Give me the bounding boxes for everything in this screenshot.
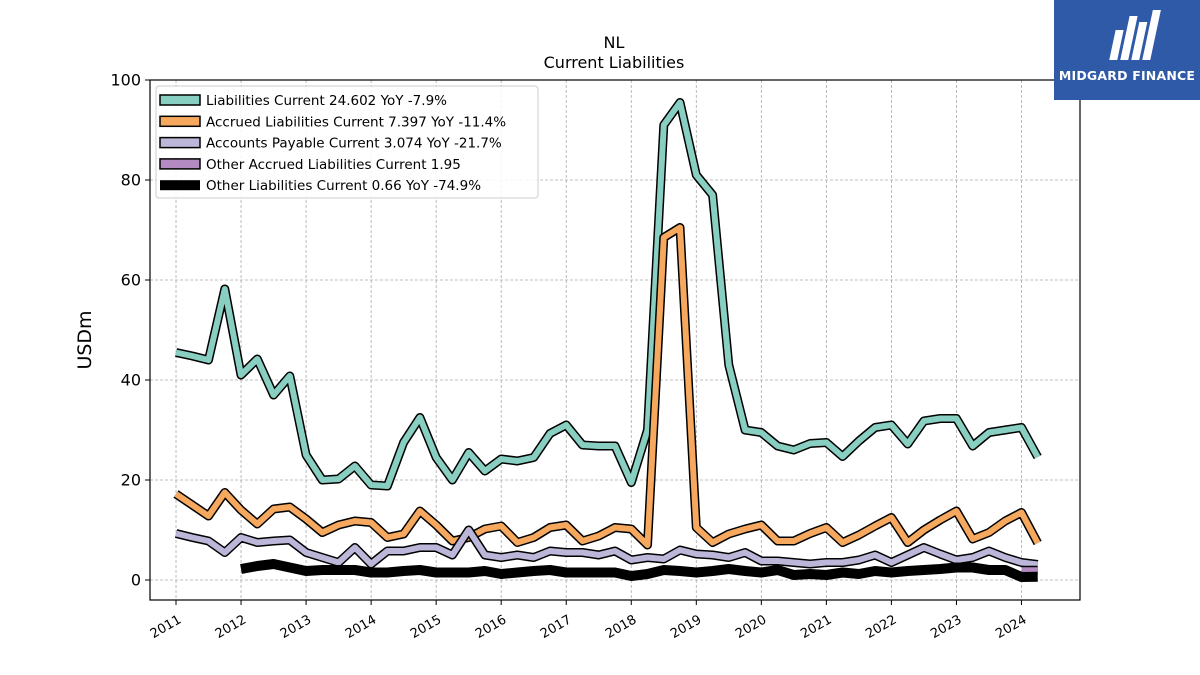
logo-text: MIDGARD FINANCE: [1058, 68, 1196, 83]
x-tick-label: 2011: [148, 612, 184, 642]
midgard-logo-icon: [1109, 10, 1161, 60]
x-tick-label: 2017: [538, 612, 574, 642]
x-tick-label: 2024: [993, 612, 1029, 642]
y-tick-label: 40: [121, 371, 141, 390]
y-tick-label: 80: [121, 171, 141, 190]
x-tick-label: 2021: [798, 612, 834, 642]
y-ticks: 0 20 40 60 80 100: [110, 71, 150, 590]
chart-subtitle: Current Liabilities: [544, 53, 685, 72]
x-tick-label: 2019: [668, 612, 704, 642]
plot-lines: [173, 98, 1042, 582]
x-ticks: 2011 2012 2013 2014 2015 2016 2017 2018 2019 2020…: [148, 600, 1029, 642]
y-tick-label: 100: [110, 71, 141, 90]
y-tick-label: 0: [131, 571, 141, 590]
legend-label: Liabilities Current 24.602 YoY -7.9%: [206, 93, 447, 109]
legend-swatch: [159, 158, 201, 170]
x-tick-label: 2023: [928, 612, 964, 642]
legend-label: Accounts Payable Current 3.074 YoY -21.7…: [206, 136, 502, 152]
series-line-2: [175, 527, 1039, 568]
legend-swatch: [159, 115, 201, 128]
chart-title: NL: [604, 33, 625, 52]
series-line-0: [175, 99, 1041, 489]
plot-frame: [149, 79, 1081, 601]
y-tick-label: 20: [121, 471, 141, 490]
legend-swatch: [159, 94, 201, 106]
x-tick-label: 2013: [278, 612, 314, 642]
legend-label: Other Accrued Liabilities Current 1.95: [206, 157, 461, 173]
x-tick-label: 2018: [603, 612, 639, 642]
midgard-finance-logo: MIDGARD FINANCE: [1054, 0, 1200, 100]
series-outline-1: [173, 223, 1042, 550]
legend-label: Other Liabilities Current 0.66 YoY -74.9…: [206, 178, 481, 194]
series-line-4: [240, 559, 1038, 582]
legend-label: Accrued Liabilities Current 7.397 YoY -1…: [206, 114, 506, 130]
x-tick-label: 2014: [343, 612, 379, 642]
legend-swatch: [159, 136, 201, 149]
legend-frame: [155, 85, 539, 199]
x-tick-label: 2016: [473, 612, 509, 642]
series-line-1: [174, 224, 1041, 548]
x-tick-label: 2022: [863, 612, 899, 642]
x-tick-label: 2015: [408, 612, 444, 642]
y-tick-label: 60: [121, 271, 141, 290]
legend: Liabilities Current 24.602 YoY -7.9% Accr…: [155, 85, 539, 199]
legend-swatch: [160, 180, 200, 191]
x-tick-label: 2012: [213, 612, 249, 642]
y-axis-label: USDm: [74, 310, 96, 369]
x-tick-label: 2020: [733, 612, 769, 642]
